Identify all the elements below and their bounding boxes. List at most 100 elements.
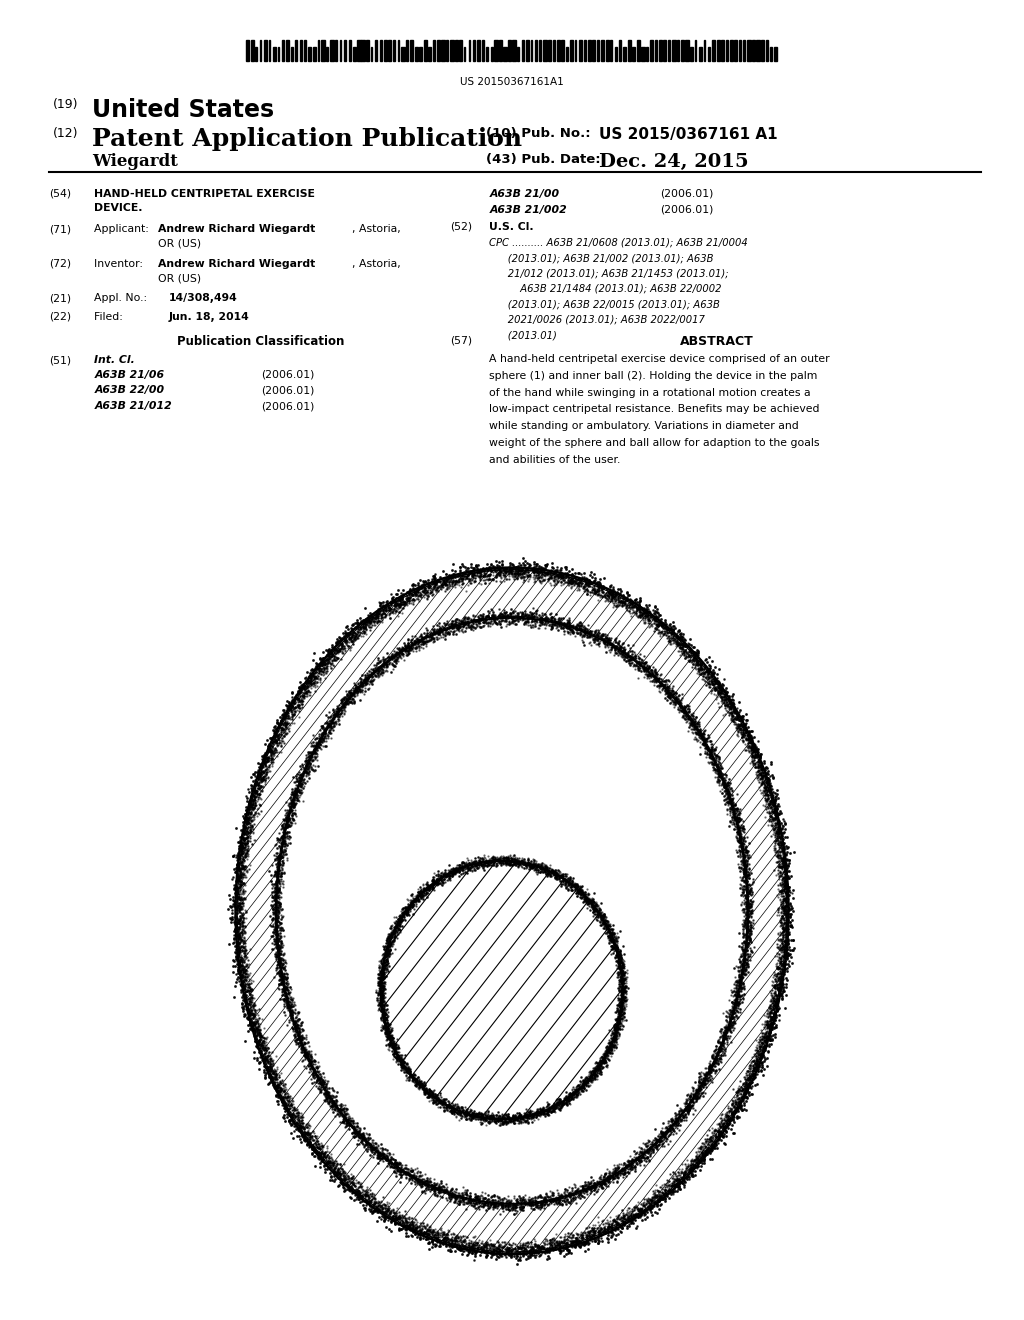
Bar (774, 48, 777, 61)
Bar (451, 40, 454, 61)
Bar (380, 40, 382, 61)
Bar (588, 40, 592, 61)
Text: Inventor:: Inventor: (94, 259, 146, 269)
Text: Dec. 24, 2015: Dec. 24, 2015 (599, 153, 749, 172)
Bar (352, 48, 355, 61)
Bar (376, 40, 377, 61)
Text: A63B 21/012: A63B 21/012 (94, 401, 172, 412)
Bar (428, 48, 430, 61)
Bar (628, 40, 631, 61)
Bar (486, 48, 488, 61)
Bar (388, 40, 390, 61)
Text: (71): (71) (49, 224, 72, 235)
Text: (43) Pub. Date:: (43) Pub. Date: (486, 153, 601, 166)
Bar (650, 40, 653, 61)
Bar (247, 40, 249, 61)
Bar (357, 40, 360, 61)
Bar (312, 48, 315, 61)
Bar (540, 40, 541, 61)
Bar (646, 48, 648, 61)
Bar (322, 40, 326, 61)
Bar (366, 40, 369, 61)
Text: (2013.01); A63B 22/0015 (2013.01); A63B: (2013.01); A63B 22/0015 (2013.01); A63B (489, 300, 720, 309)
Text: Appl. No.:: Appl. No.: (94, 293, 151, 304)
Bar (255, 48, 257, 61)
Bar (251, 40, 254, 61)
Bar (269, 40, 270, 61)
Text: OR (US): OR (US) (158, 239, 201, 249)
Bar (605, 40, 608, 61)
Text: A hand-held centripetal exercise device comprised of an outer: A hand-held centripetal exercise device … (489, 354, 830, 364)
Bar (637, 40, 640, 61)
Bar (761, 40, 764, 61)
Bar (384, 40, 387, 61)
Bar (530, 40, 532, 61)
Bar (739, 40, 740, 61)
Bar (730, 40, 733, 61)
Bar (535, 40, 538, 61)
Text: (12): (12) (53, 127, 79, 140)
Bar (690, 48, 693, 61)
Text: (22): (22) (49, 312, 72, 322)
Bar (308, 48, 311, 61)
Bar (260, 40, 261, 61)
Bar (597, 40, 599, 61)
Text: Filed:: Filed: (94, 312, 140, 322)
Bar (681, 40, 684, 61)
Bar (335, 40, 337, 61)
Text: of the hand while swinging in a rotational motion creates a: of the hand while swinging in a rotation… (489, 388, 811, 397)
Text: while standing or ambulatory. Variations in diameter and: while standing or ambulatory. Variations… (489, 421, 799, 432)
Bar (620, 40, 621, 61)
Bar (287, 40, 289, 61)
Bar (433, 40, 435, 61)
Bar (712, 40, 715, 61)
Bar (424, 40, 427, 61)
Text: (2006.01): (2006.01) (660, 205, 714, 215)
Text: (10) Pub. No.:: (10) Pub. No.: (486, 127, 591, 140)
Text: HAND-HELD CENTRIPETAL EXERCISE: HAND-HELD CENTRIPETAL EXERCISE (94, 189, 315, 199)
Bar (393, 40, 394, 61)
Text: (19): (19) (53, 98, 79, 111)
Bar (685, 40, 689, 61)
Bar (420, 48, 422, 61)
Bar (282, 40, 284, 61)
Bar (743, 40, 745, 61)
Ellipse shape (379, 858, 625, 1122)
Text: US 2015/0367161 A1: US 2015/0367161 A1 (599, 127, 777, 141)
Bar (641, 48, 645, 61)
Bar (601, 40, 604, 61)
Text: United States: United States (92, 98, 274, 121)
Bar (669, 40, 670, 61)
Bar (411, 40, 414, 61)
Bar (490, 48, 493, 61)
Bar (264, 40, 267, 61)
Bar (664, 40, 666, 61)
Text: A63B 21/06: A63B 21/06 (94, 370, 164, 380)
Bar (340, 40, 341, 61)
Bar (698, 48, 701, 61)
Bar (544, 40, 547, 61)
Bar (766, 40, 768, 61)
Bar (508, 40, 511, 61)
Bar (415, 48, 418, 61)
Text: Andrew Richard Wiegardt: Andrew Richard Wiegardt (158, 259, 315, 269)
Bar (734, 40, 737, 61)
Bar (304, 40, 306, 61)
Text: Jun. 18, 2014: Jun. 18, 2014 (169, 312, 250, 322)
Bar (295, 40, 297, 61)
Bar (770, 48, 772, 61)
Bar (437, 40, 440, 61)
Bar (460, 40, 462, 61)
Text: OR (US): OR (US) (158, 273, 201, 284)
Text: Patent Application Publication: Patent Application Publication (92, 127, 522, 150)
Bar (703, 40, 706, 61)
Bar (481, 40, 484, 61)
Text: (2006.01): (2006.01) (660, 189, 714, 199)
Text: CPC .......... A63B 21/0608 (2013.01); A63B 21/0004: CPC .......... A63B 21/0608 (2013.01); A… (489, 238, 749, 248)
Text: A63B 21/1484 (2013.01); A63B 22/0002: A63B 21/1484 (2013.01); A63B 22/0002 (489, 284, 722, 294)
Bar (521, 40, 523, 61)
Bar (654, 40, 656, 61)
Bar (371, 48, 373, 61)
Bar (517, 48, 519, 61)
Bar (317, 40, 319, 61)
